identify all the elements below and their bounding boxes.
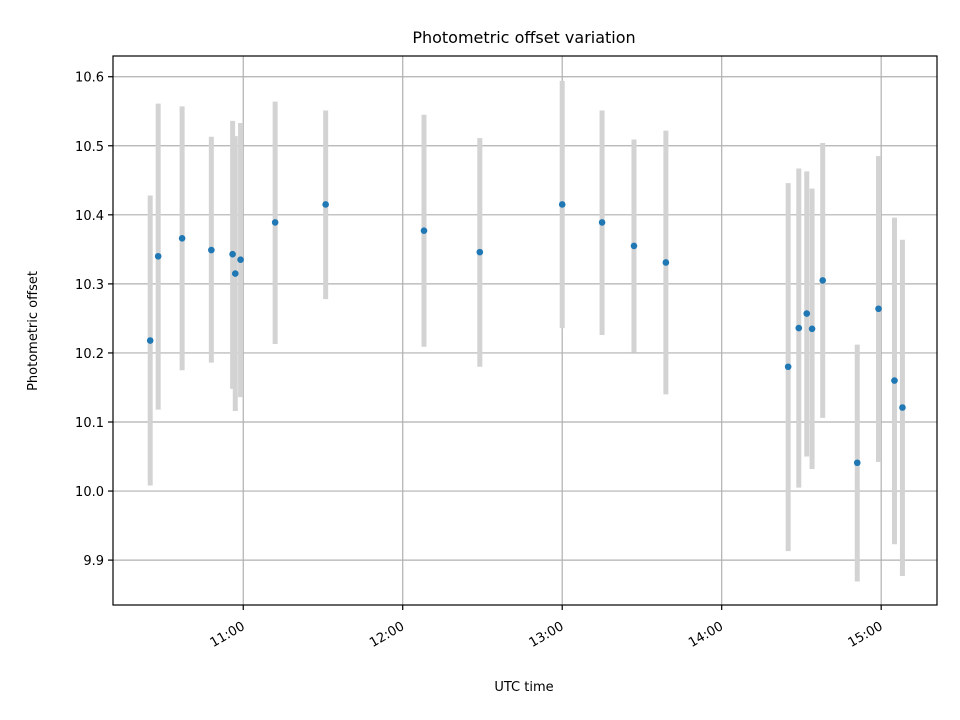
data-point [853,459,861,467]
y-tick-label: 10.6 [75,71,104,86]
data-point [899,404,906,411]
y-tick-label: 10.1 [75,416,104,431]
y-tick-label: 10.3 [75,278,104,293]
data-point [154,252,162,260]
y-axis-label: Photometric offset [26,271,41,391]
y-tick-label: 10.0 [75,485,104,500]
y-tick-label: 10.2 [75,347,104,362]
data-point [819,277,827,284]
y-tick-label: 10.4 [75,209,104,224]
data-point [271,219,279,226]
data-point [662,259,670,266]
data-point [237,256,244,264]
data-point [146,337,154,344]
data-point [795,324,803,332]
data-point [229,250,236,258]
y-tick-label: 9.9 [83,554,104,569]
data-point [875,305,882,313]
data-point [476,248,484,256]
data-point [178,235,186,242]
data-point [808,325,816,333]
data-point [208,246,215,254]
data-point [630,242,638,250]
data-point [891,377,898,384]
chart-title: Photometric offset variation [412,28,635,47]
data-point [322,201,329,208]
data-point [231,270,239,277]
data-point [784,363,792,371]
data-points [146,201,906,467]
plot-frame [112,55,938,606]
x-axis-label: UTC time [494,680,553,695]
data-point [598,219,606,226]
y-tick-label: 10.5 [75,140,104,155]
data-point [420,227,428,235]
data-point [803,310,811,317]
data-point [558,201,566,208]
